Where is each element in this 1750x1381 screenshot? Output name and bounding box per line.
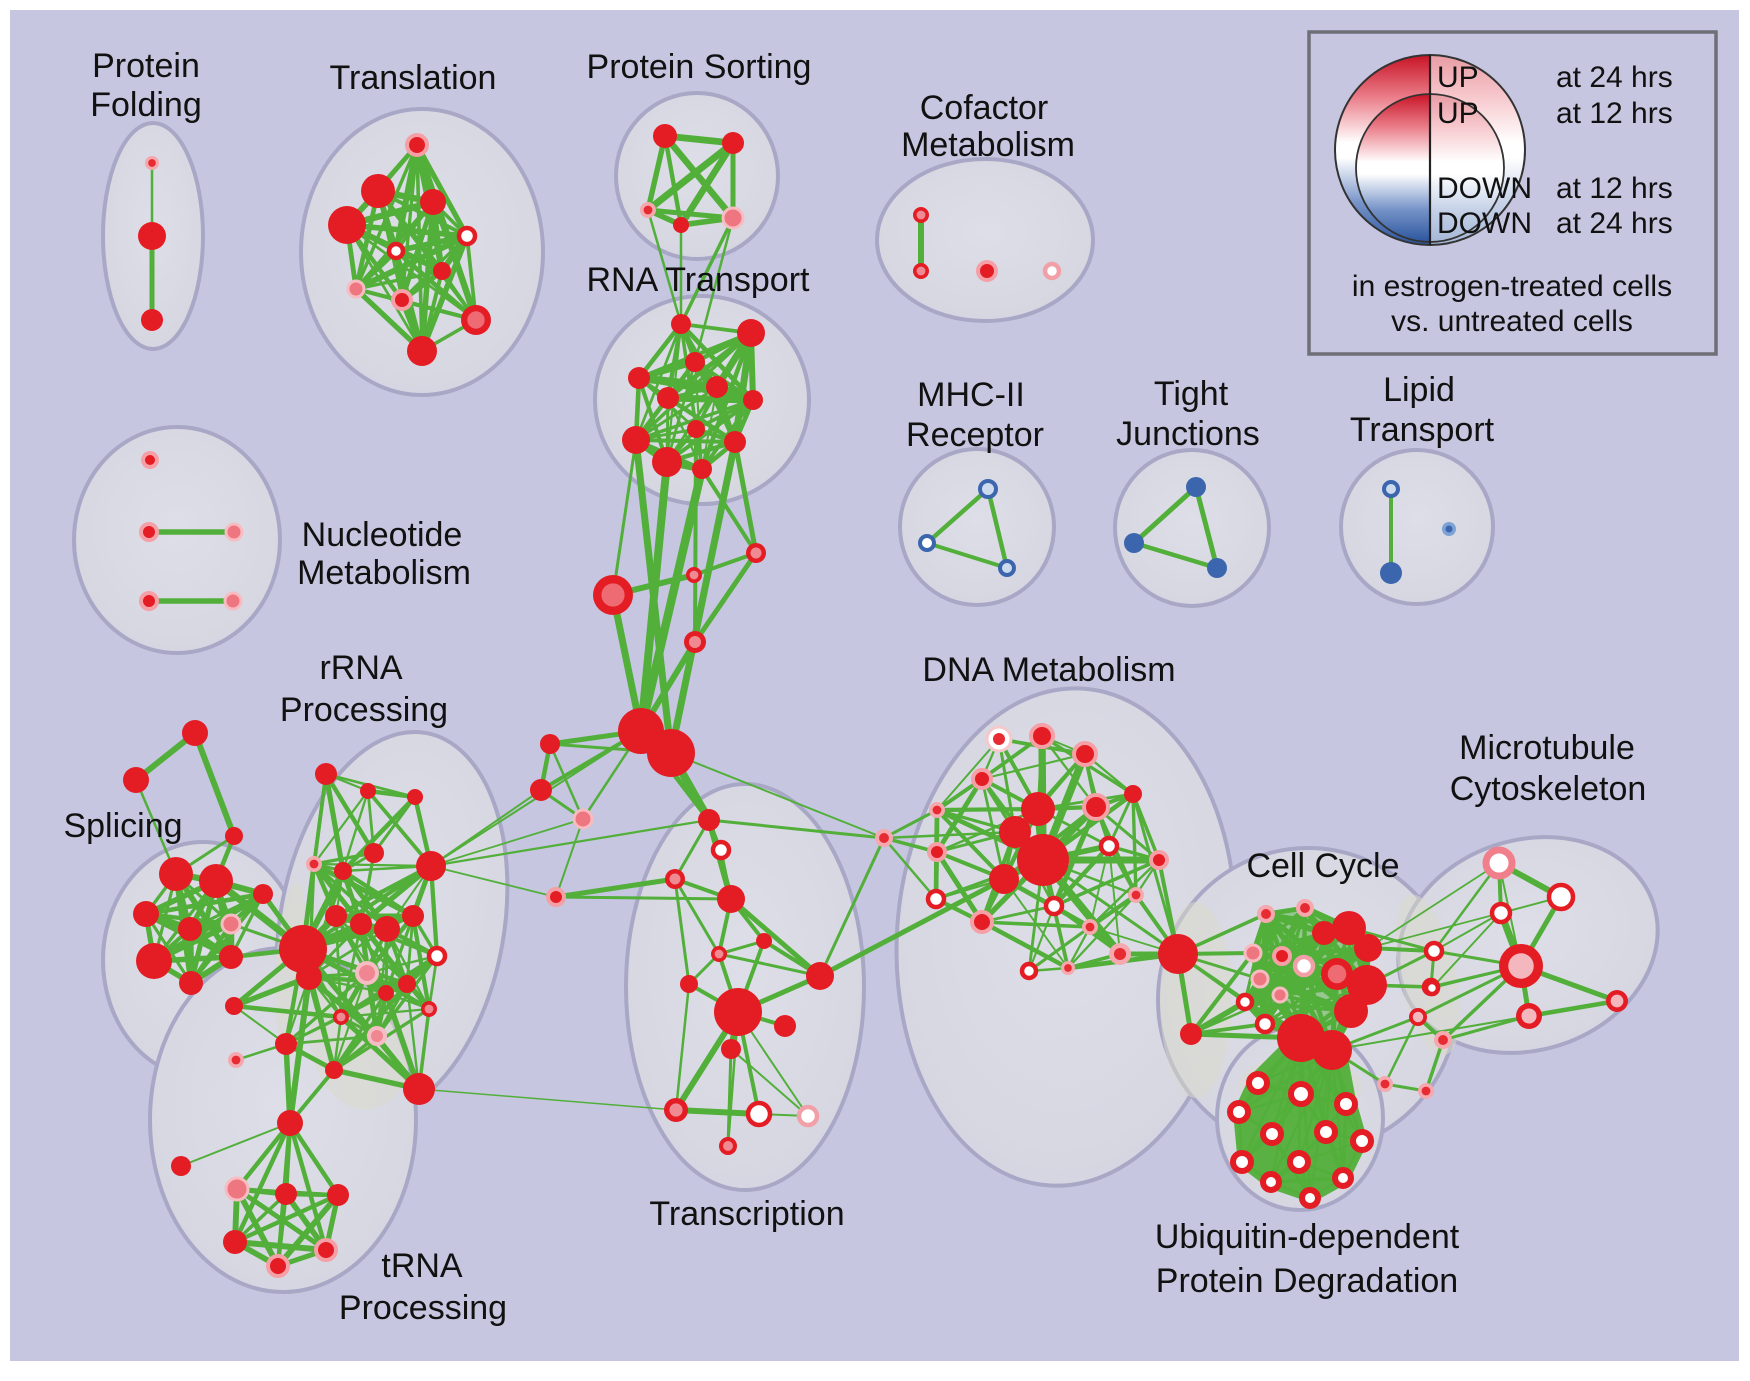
svg-text:at 12 hrs: at 12 hrs xyxy=(1556,97,1673,130)
svg-text:Transcription: Transcription xyxy=(649,1195,844,1233)
svg-text:at 12 hrs: at 12 hrs xyxy=(1556,172,1673,205)
svg-text:Protein Degradation: Protein Degradation xyxy=(1156,1262,1458,1300)
svg-text:Junctions: Junctions xyxy=(1116,415,1260,453)
svg-text:Cell Cycle: Cell Cycle xyxy=(1246,847,1399,885)
svg-text:UP: UP xyxy=(1437,97,1479,130)
svg-text:at 24 hrs: at 24 hrs xyxy=(1556,61,1673,94)
svg-text:vs. untreated cells: vs. untreated cells xyxy=(1391,305,1633,338)
svg-text:rRNA: rRNA xyxy=(319,649,402,687)
svg-text:Metabolism: Metabolism xyxy=(297,554,471,592)
svg-text:Lipid: Lipid xyxy=(1383,371,1455,409)
svg-text:Microtubule: Microtubule xyxy=(1459,729,1635,767)
svg-text:tRNA: tRNA xyxy=(381,1247,463,1285)
svg-text:UP: UP xyxy=(1437,61,1479,94)
svg-text:Splicing: Splicing xyxy=(63,807,182,845)
svg-text:MHC-II: MHC-II xyxy=(917,376,1025,414)
svg-text:at 24 hrs: at 24 hrs xyxy=(1556,207,1673,240)
svg-text:Translation: Translation xyxy=(330,59,497,97)
svg-text:Receptor: Receptor xyxy=(906,416,1044,454)
svg-text:Folding: Folding xyxy=(90,86,202,124)
svg-text:Cofactor: Cofactor xyxy=(920,89,1049,127)
svg-text:Processing: Processing xyxy=(280,691,448,729)
svg-text:DOWN: DOWN xyxy=(1437,172,1532,205)
svg-text:Cytoskeleton: Cytoskeleton xyxy=(1450,770,1647,808)
svg-text:Transport: Transport xyxy=(1350,411,1495,449)
svg-text:DNA Metabolism: DNA Metabolism xyxy=(922,651,1175,689)
svg-text:Protein Sorting: Protein Sorting xyxy=(587,48,812,86)
svg-text:RNA Transport: RNA Transport xyxy=(587,261,811,299)
svg-text:Ubiquitin-dependent: Ubiquitin-dependent xyxy=(1155,1218,1460,1256)
svg-text:Metabolism: Metabolism xyxy=(901,126,1075,164)
svg-text:Processing: Processing xyxy=(339,1289,507,1327)
svg-text:Protein: Protein xyxy=(92,47,200,85)
svg-text:DOWN: DOWN xyxy=(1437,207,1532,240)
svg-text:Nucleotide: Nucleotide xyxy=(302,516,463,554)
svg-text:Tight: Tight xyxy=(1154,375,1229,413)
svg-text:in estrogen-treated cells: in estrogen-treated cells xyxy=(1352,270,1672,303)
